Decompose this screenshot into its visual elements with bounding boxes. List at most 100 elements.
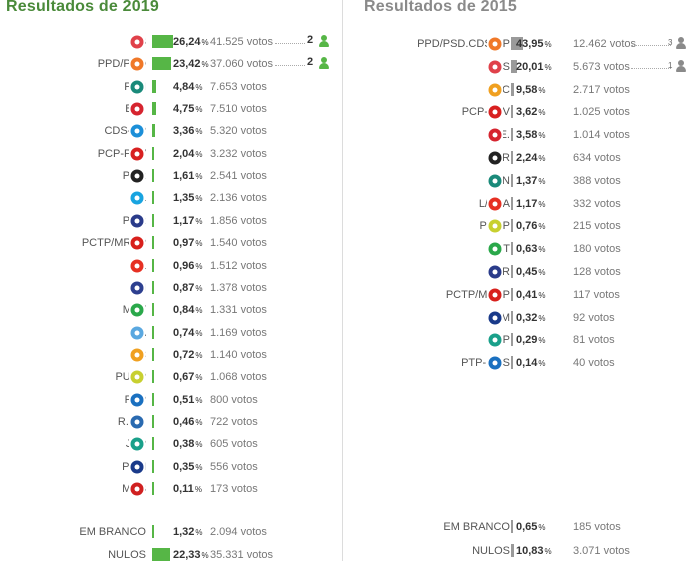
percentage-value: 0,65 — [516, 521, 538, 533]
percentage-value: 0,45 — [516, 266, 538, 278]
percent-sign: % — [544, 40, 552, 49]
vote-count: 1.014 votos — [573, 129, 630, 141]
vote-count-value: 185 — [573, 521, 592, 533]
party-name: EM BRANCO — [443, 521, 510, 533]
party-name: PPD/PSD — [97, 58, 146, 71]
party-row: PAN 4,84% 7.653 votos — [0, 77, 340, 97]
purp-logo-icon — [128, 368, 146, 386]
vote-count: 2.136 votos — [210, 192, 267, 204]
votes-label: votos — [231, 460, 258, 473]
percentage-value: 4,75 — [173, 103, 195, 116]
percentage-value: 0,84 — [173, 304, 195, 317]
party-row: PPM 0,35% 556 votos — [0, 457, 340, 477]
votes-label: votos — [588, 334, 615, 347]
seat-count: 2 — [307, 34, 314, 46]
party-name: PAN — [0, 81, 146, 93]
percent-sign: % — [195, 417, 203, 427]
percent-sign: % — [195, 395, 203, 405]
party-row: CDS-PP 3,36% 5.320 votos — [0, 121, 340, 141]
votes-label: votos — [588, 357, 615, 370]
vote-percentage: 0,29% — [516, 334, 546, 346]
vote-percentage: 0,38% — [173, 438, 203, 450]
vote-percentage: 3,36% — [173, 125, 203, 137]
panel-divider — [342, 0, 343, 561]
jpp-logo-icon — [128, 435, 146, 453]
percentage-bar — [511, 173, 513, 187]
vote-percentage: 0,51% — [173, 394, 203, 406]
party-name: EM BRANCO — [79, 526, 146, 538]
percentage-value: 43,95 — [516, 38, 544, 50]
nc-logo-icon — [128, 346, 146, 364]
vote-count-value: 92 — [573, 311, 586, 324]
vote-percentage: 2,04% — [173, 148, 203, 160]
percentage-bar — [152, 213, 154, 227]
vote-count-value: 800 — [210, 393, 229, 406]
party-row: B.E.3,58%1.014 votos — [346, 125, 688, 145]
vote-count-value: 2.136 — [210, 192, 238, 205]
percentage-bar — [152, 79, 156, 93]
vote-count-value: 1.068 — [210, 371, 238, 384]
percentage-bar — [152, 459, 154, 473]
party-row: PCTP/MRPP 0,97% 1.540 votos — [0, 233, 340, 253]
votes-label: votos — [231, 393, 258, 406]
percentage-value: 1,17 — [173, 214, 195, 227]
vote-count: 92 votos — [573, 312, 615, 324]
votes-label: votos — [588, 311, 615, 324]
livre-logo-icon — [486, 195, 504, 213]
vote-percentage: 0,11% — [173, 483, 202, 495]
votes-label: votos — [603, 545, 630, 557]
percentage-value: 0,29 — [516, 334, 538, 347]
votes-label: votos — [594, 174, 621, 187]
party-row: PS 26,24%41.525 votos 2 — [0, 32, 340, 52]
percent-sign: % — [538, 154, 546, 163]
party-row: PPD/PSD 23,42% 37.060 votos 2 — [0, 54, 340, 74]
percentage-bar — [152, 525, 154, 538]
livre-logo-icon — [128, 257, 146, 275]
votes-label: votos — [240, 281, 267, 294]
percent-sign: % — [195, 328, 203, 338]
vote-count: 1.169 votos — [210, 327, 267, 339]
vote-count: 128 votos — [573, 266, 621, 278]
vote-percentage: 3,58% — [516, 129, 546, 141]
votes-label: votos — [240, 371, 267, 384]
party-name: NULOS — [108, 549, 146, 561]
vote-percentage: 0,97% — [173, 237, 203, 249]
rir-logo-icon — [128, 413, 146, 431]
vote-percentage: 0,76% — [516, 220, 546, 232]
party-row: MAS 0,11% 173 votos — [0, 479, 340, 499]
percent-sign: % — [195, 82, 203, 92]
party-name: CH — [0, 282, 146, 294]
percentage-value: 2,24 — [516, 152, 538, 164]
party-row: CH 0,87% 1.378 votos — [0, 278, 340, 298]
vote-count: 3.071 votos — [573, 545, 630, 557]
percentage-bar — [511, 242, 513, 256]
vote-count-value: 1.169 — [210, 326, 238, 339]
percent-sign: % — [195, 239, 203, 249]
percentage-bar — [152, 236, 154, 250]
percentage-bar — [152, 258, 154, 272]
percentage-bar — [511, 310, 513, 324]
votes-label: votos — [603, 83, 630, 96]
ppm-logo-icon — [486, 309, 504, 327]
percentage-bar — [511, 287, 513, 301]
percentage-bar — [511, 196, 513, 210]
party-name: PNR — [0, 215, 146, 227]
vote-count: 35.331 votos — [210, 549, 273, 561]
votes-label: votos — [240, 147, 267, 160]
percent-sign: % — [201, 38, 209, 47]
votes-label: votos — [240, 214, 267, 227]
dotted-leader — [631, 45, 671, 46]
votes-label: votos — [609, 38, 637, 50]
percent-sign: % — [538, 268, 546, 277]
vote-count: 117 votos — [573, 289, 620, 301]
votes-label: votos — [594, 152, 621, 164]
party-name: PURP — [0, 371, 146, 383]
vote-count-value: 1.378 — [210, 281, 238, 294]
percentage-bar — [511, 128, 513, 142]
vote-percentage: 1,37% — [516, 175, 546, 187]
percentage-bar — [511, 151, 513, 164]
percentage-bar — [152, 325, 154, 339]
vote-count: 12.462 votos — [573, 38, 636, 50]
percentage-value: 0,87 — [173, 281, 195, 294]
vote-count-value: 2.541 — [210, 170, 238, 183]
